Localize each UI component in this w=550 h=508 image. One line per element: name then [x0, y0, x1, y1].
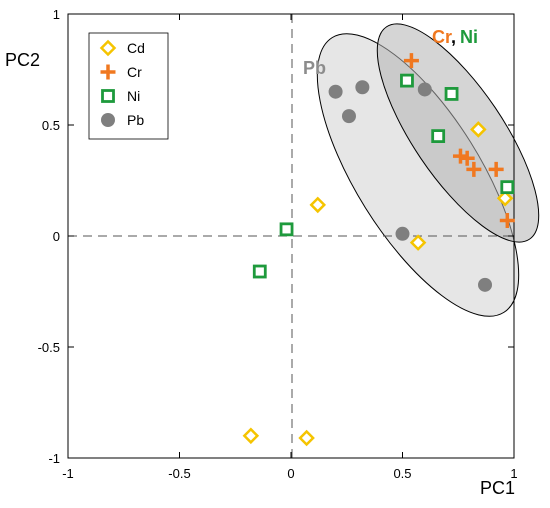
legend-ni-marker — [101, 89, 115, 103]
cd-point — [496, 189, 514, 207]
annotation-ni: Ni — [460, 27, 478, 47]
cd-point — [242, 427, 260, 445]
cd-point — [309, 196, 327, 214]
annotation-comma: , — [451, 27, 456, 47]
legend-pb-marker — [101, 113, 115, 127]
x-tick-label: -1 — [62, 466, 74, 481]
pb-point — [395, 226, 410, 241]
cr-point — [488, 161, 504, 177]
cr-point — [499, 212, 515, 228]
x-tick-label: 0 — [287, 466, 294, 481]
y-tick-label: 0.5 — [42, 118, 60, 133]
y-tick-label: 0 — [53, 229, 60, 244]
x-tick-label: 0.5 — [393, 466, 411, 481]
y-tick-label: 1 — [53, 7, 60, 22]
y-tick-label: -0.5 — [38, 340, 60, 355]
annotation-cr: Cr — [432, 27, 452, 47]
cr-ni-group-ellipse — [376, 23, 540, 243]
pb-point — [417, 82, 432, 97]
y-tick-label: -1 — [48, 451, 60, 466]
pb-point — [328, 84, 343, 99]
x-tick-label: -0.5 — [168, 466, 190, 481]
legend-cd-marker — [99, 39, 117, 57]
cd-point — [409, 234, 427, 251]
x-tick-label: 1 — [510, 466, 517, 481]
legend-cd-label: Cd — [127, 40, 145, 56]
pb-point — [355, 80, 370, 95]
cd-point — [298, 429, 315, 447]
ni-point — [400, 73, 414, 88]
legend-items: Cd Cr Ni Pb — [99, 39, 145, 128]
x-axis-label: PC1 — [480, 478, 515, 498]
ni-point — [252, 264, 267, 279]
legend-cr-marker — [100, 64, 116, 80]
pb-point — [478, 277, 493, 292]
legend-cr-label: Cr — [127, 64, 142, 80]
legend-pb-label: Pb — [127, 112, 144, 128]
annotation-cr-ni: Cr, Ni — [432, 27, 478, 47]
cr-point — [459, 150, 475, 166]
ni-point — [431, 129, 446, 144]
ni-point — [500, 180, 515, 195]
annotation-pb: Pb — [303, 58, 326, 78]
cr-point — [466, 161, 482, 177]
legend: Cd Cr Ni Pb — [88, 32, 169, 140]
legend-ni-label: Ni — [127, 88, 140, 104]
axis-ticks: -1 -0.5 0 0.5 1 -1 -0.5 0 0.5 1 — [38, 7, 518, 481]
y-axis-label: PC2 — [5, 50, 40, 70]
ni-point — [279, 222, 294, 237]
cr-point — [403, 53, 419, 69]
ni-point — [444, 87, 459, 101]
cd-point — [470, 121, 487, 138]
data-points — [242, 53, 515, 447]
pb-point — [341, 109, 356, 124]
